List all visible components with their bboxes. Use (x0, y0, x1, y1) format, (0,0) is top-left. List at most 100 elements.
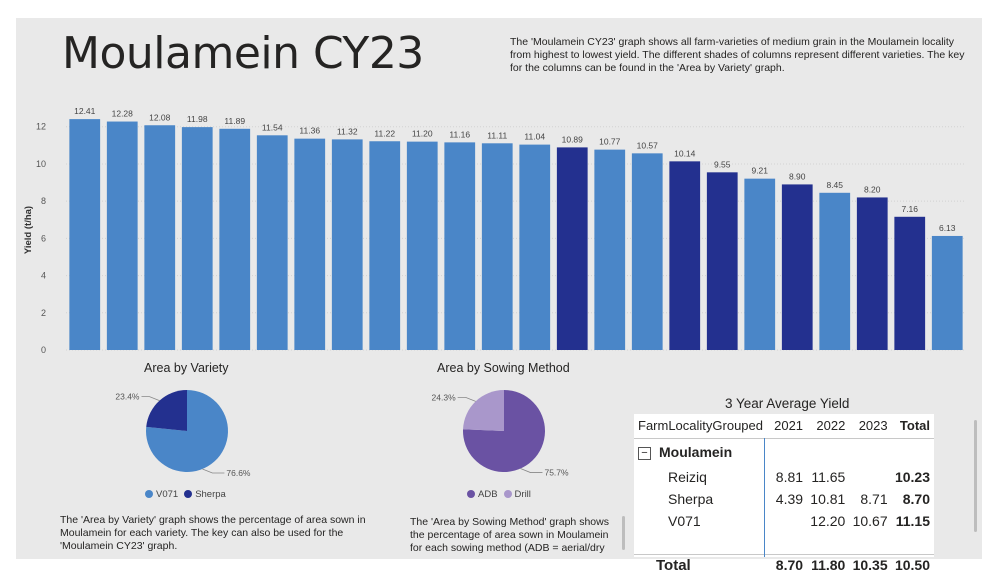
column-header-2022[interactable]: 2022 (816, 418, 846, 434)
bar-value-label: 11.11 (487, 130, 507, 140)
cell-total: 10.23 (894, 469, 930, 485)
bar-value-label: 8.45 (826, 180, 843, 190)
bar-value-label: 11.36 (299, 126, 320, 136)
table-group-row: − Moulamein (634, 438, 934, 466)
bar-value-label: 10.14 (674, 148, 696, 158)
page-title: Moulamein CY23 (62, 28, 424, 79)
legend-item-adb[interactable]: ADB (467, 489, 498, 500)
y-tick-label: 0 (41, 345, 46, 355)
bar (69, 119, 101, 351)
table-header-row: FarmLocalityGrouped 2021 2022 2023 Total (634, 414, 934, 438)
bar-value-label: 11.20 (412, 129, 433, 139)
pie-label-sherpa: 23.4% (115, 392, 140, 402)
table-title: 3 Year Average Yield (725, 396, 850, 411)
legend-item-sherpa[interactable]: Sherpa (184, 489, 226, 500)
bar-value-label: 11.98 (187, 114, 208, 124)
total-label: Total (656, 556, 691, 574)
bar-value-label: 6.13 (939, 223, 956, 233)
collapse-icon[interactable]: − (638, 447, 651, 461)
cell-2023 (848, 466, 890, 488)
y-axis-label: Yield (t/ha) (23, 206, 34, 254)
sherpa-swatch-icon (184, 490, 193, 499)
bar-value-label: 8.90 (789, 171, 806, 181)
bar-value-label: 8.20 (864, 184, 881, 194)
drill-swatch-icon (503, 490, 512, 499)
bar (481, 143, 513, 350)
sowing-pie-chart: 75.7% 24.3% (432, 390, 569, 478)
bar (781, 184, 813, 350)
bar (294, 138, 326, 350)
bar (444, 142, 476, 350)
cell-2021 (770, 510, 806, 532)
bar (256, 135, 288, 350)
variety-legend: V071 Sherpa (145, 489, 226, 500)
variety-pie-chart: 76.6% 23.4% (115, 390, 251, 478)
bar (556, 147, 588, 350)
cell-2022: 11.65 (811, 469, 846, 485)
total-2021: 8.70 (775, 557, 804, 574)
bar-value-label: 10.89 (562, 134, 584, 144)
bar-value-label: 12.41 (74, 106, 96, 116)
legend-item-drill[interactable]: Drill (503, 489, 531, 500)
y-tick-label: 2 (41, 308, 46, 318)
bar (706, 172, 738, 350)
y-tick-label: 4 (41, 271, 46, 281)
chart-description: The 'Moulamein CY23' graph shows all far… (510, 36, 965, 74)
cell-total: 8.70 (902, 491, 930, 507)
cell-2022: 12.20 (810, 513, 846, 529)
description-scrollbar[interactable] (622, 516, 625, 550)
column-header-2023[interactable]: 2023 (858, 418, 888, 434)
yield-table: FarmLocalityGrouped 2021 2022 2023 Total… (634, 414, 934, 574)
y-tick-label: 8 (41, 196, 46, 206)
bar (931, 235, 963, 350)
row-name: Reiziq (668, 469, 707, 485)
sowing-legend: ADB Drill (467, 489, 531, 500)
bar (856, 197, 888, 350)
bar (669, 161, 701, 350)
group-label: Moulamein (659, 444, 733, 461)
bar-value-label: 12.08 (149, 112, 171, 122)
adb-swatch-icon (467, 490, 475, 499)
leader-line (202, 468, 225, 474)
bar-value-label: 11.89 (224, 116, 245, 126)
cell-2023: 10.67 (852, 513, 888, 529)
variety-pie-title: Area by Variety (144, 361, 229, 375)
table-row: Sherpa 4.39 10.81 8.71 8.70 (634, 488, 934, 510)
bar (181, 127, 213, 351)
bar-value-label: 11.04 (524, 132, 545, 142)
total-total: 10.50 (894, 557, 930, 574)
legend-item-v071[interactable]: V071 (145, 489, 178, 500)
pie-label-v071: 76.6% (226, 468, 251, 478)
bar (369, 141, 401, 350)
cell-2023: 8.71 (860, 491, 888, 507)
bar (144, 125, 176, 350)
cell-2022: 10.81 (810, 491, 846, 507)
bar (106, 121, 138, 350)
leader-line (457, 396, 476, 402)
bar (519, 144, 551, 350)
bar (894, 216, 926, 350)
column-header-2021[interactable]: 2021 (774, 418, 804, 434)
sowing-pie-title: Area by Sowing Method (437, 361, 570, 375)
bar-value-label: 11.32 (337, 126, 358, 136)
total-2023: 10.35 (852, 557, 888, 574)
cell-2021: 8.81 (775, 469, 804, 485)
column-header-total[interactable]: Total (899, 418, 930, 434)
table-scrollbar[interactable] (974, 420, 977, 532)
table-row: V071 12.20 10.67 11.15 (634, 510, 934, 532)
pie-label-adb: 75.7% (544, 468, 569, 478)
pie-slice-drill (463, 390, 504, 431)
v071-swatch-icon (145, 490, 153, 499)
bar (219, 128, 251, 350)
pie-slice-sherpa (146, 390, 187, 431)
column-header-locality[interactable]: FarmLocalityGrouped (638, 418, 763, 434)
y-tick-label: 10 (36, 159, 46, 169)
bar-value-label: 11.22 (374, 128, 395, 138)
variety-pie-description: The 'Area by Variety' graph shows the pe… (60, 514, 366, 552)
sowing-pie-description: The 'Area by Sowing Method' graph shows … (410, 516, 609, 554)
bar (406, 141, 438, 350)
row-name: Sherpa (668, 491, 714, 507)
bar-value-label: 10.77 (599, 137, 621, 147)
bar-value-label: 11.54 (262, 122, 283, 132)
bar-value-label: 7.16 (901, 204, 918, 214)
